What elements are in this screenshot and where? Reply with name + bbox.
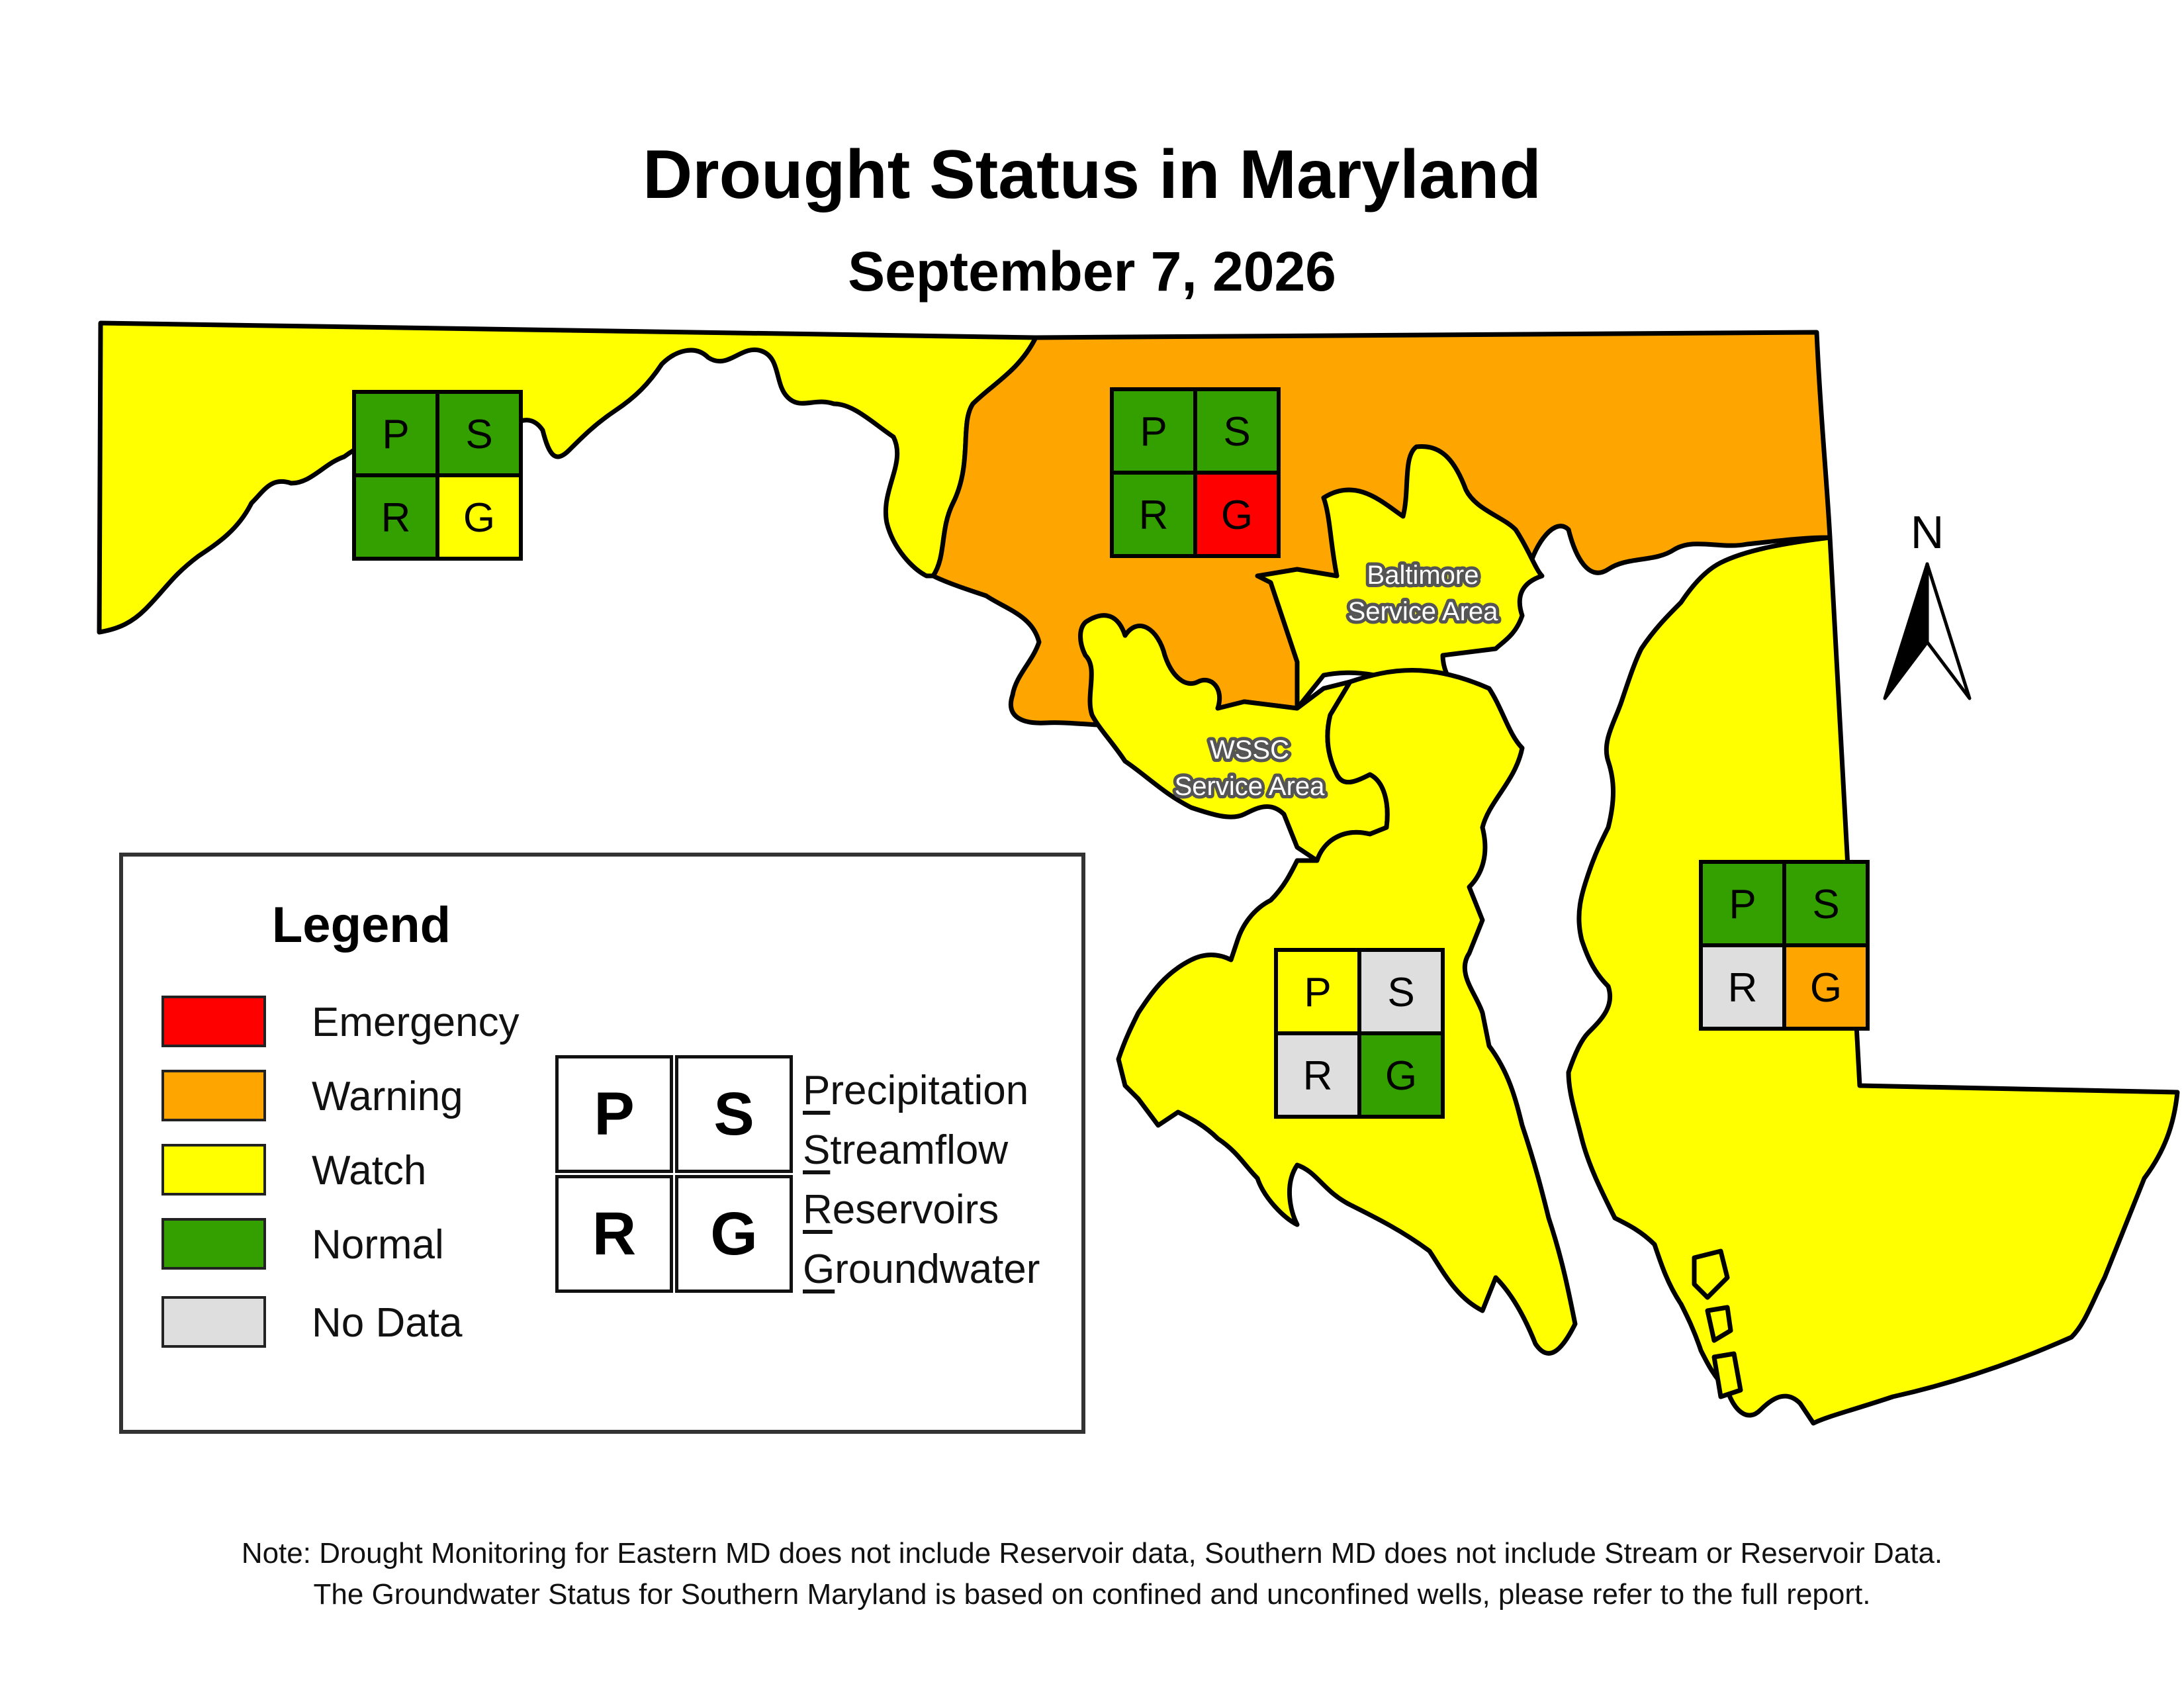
region-eastern	[1566, 535, 2180, 1426]
indicator-letter-central-g: G	[1221, 492, 1253, 538]
legend-key-precipitation: Precipitation	[803, 1067, 1028, 1114]
indicator-letter-southern-p: P	[1304, 970, 1331, 1015]
key-rest-r: eservoirs	[832, 1187, 999, 1233]
region-baltimore	[1255, 444, 1545, 718]
key-rest-p: recipitation	[830, 1068, 1029, 1113]
baltimore-label-line1: Baltimore	[1367, 561, 1479, 590]
wssc-label-line1: WSSC	[1210, 735, 1289, 765]
wssc-label-line2: Service Area	[1175, 772, 1326, 801]
indicator-box-southern: P S R G	[1274, 948, 1445, 1119]
indicator-letter-eastern-g: G	[1810, 965, 1842, 1011]
legend-key-box-r: R	[555, 1175, 673, 1293]
indicator-cell-western-g	[435, 473, 523, 561]
legend-key-reservoirs: Reservoirs	[803, 1186, 999, 1233]
north-arrow-icon	[1883, 562, 1972, 700]
indicator-letter-southern-r: R	[1303, 1053, 1333, 1099]
key-initial-s: S	[803, 1127, 831, 1173]
legend-title: Legend	[271, 897, 451, 953]
region-western	[97, 320, 1038, 635]
indicator-letter-western-s: S	[465, 412, 492, 457]
indicator-box-western: P S R G	[352, 390, 523, 561]
legend-key-box-g: G	[675, 1175, 793, 1293]
legend-label-watch: Watch	[312, 1148, 427, 1194]
indicator-letter-eastern-s: S	[1812, 882, 1839, 927]
note-line1: Note: Drought Monitoring for Eastern MD …	[241, 1537, 1943, 1570]
legend-swatch-normal	[161, 1218, 266, 1270]
legend-key-box-s: S	[675, 1055, 793, 1173]
indicator-cell-eastern-s	[1782, 860, 1870, 947]
key-initial-p: P	[803, 1068, 831, 1113]
legend-label-warning: Warning	[312, 1074, 463, 1119]
baltimore-label-line2: Service Area	[1348, 597, 1499, 626]
region-eastern-island	[1692, 1248, 1730, 1300]
indicator-cell-central-g	[1193, 471, 1281, 558]
indicator-cell-central-s	[1193, 387, 1281, 475]
indicator-cell-southern-g	[1357, 1031, 1445, 1119]
legend-swatch-emergency	[161, 996, 266, 1047]
legend-label-normal: Normal	[312, 1222, 444, 1268]
indicator-cell-eastern-p	[1699, 860, 1786, 947]
indicator-letter-central-r: R	[1139, 492, 1169, 538]
legend-swatch-no-data	[161, 1296, 266, 1348]
note-line2: The Groundwater Status for Southern Mary…	[313, 1578, 1871, 1611]
indicator-cell-eastern-g	[1782, 943, 1870, 1031]
north-label: N	[1911, 506, 1944, 558]
indicator-letter-eastern-r: R	[1728, 965, 1758, 1011]
indicator-cell-southern-r	[1274, 1031, 1361, 1119]
key-initial-r: R	[803, 1187, 833, 1233]
indicator-cell-central-r	[1110, 471, 1197, 558]
indicator-letter-southern-s: S	[1387, 970, 1414, 1015]
legend-label-no-data: No Data	[312, 1300, 463, 1346]
key-rest-g: roundwater	[835, 1246, 1040, 1292]
indicator-letter-southern-g: G	[1385, 1053, 1417, 1099]
legend-key-groundwater: Groundwater	[803, 1246, 1040, 1293]
indicator-cell-eastern-r	[1699, 943, 1786, 1031]
indicator-box-central: P S R G	[1110, 387, 1281, 558]
legend: Legend Emergency Warning Watch Normal No…	[119, 853, 1085, 1434]
region-eastern-island	[1705, 1305, 1733, 1343]
indicator-letter-central-s: S	[1223, 409, 1250, 455]
legend-label-emergency: Emergency	[312, 1000, 520, 1045]
indicator-letter-central-p: P	[1140, 409, 1167, 455]
legend-key-box-p: P	[555, 1055, 673, 1173]
indicator-letter-western-r: R	[381, 495, 411, 541]
indicator-letter-western-g: G	[463, 495, 495, 541]
map-title: Drought Status in Maryland	[643, 136, 1541, 213]
key-initial-g: G	[803, 1246, 835, 1292]
legend-swatch-warning	[161, 1070, 266, 1121]
indicator-letter-eastern-p: P	[1729, 882, 1756, 927]
indicator-letter-western-p: P	[382, 412, 409, 457]
indicator-cell-southern-s	[1357, 948, 1445, 1035]
map-date: September 7, 2026	[848, 240, 1336, 303]
region-eastern-island	[1711, 1351, 1743, 1399]
key-rest-s: treamflow	[830, 1127, 1009, 1173]
indicator-box-eastern: P S R G	[1699, 860, 1870, 1031]
legend-key-streamflow: Streamflow	[803, 1127, 1008, 1174]
legend-swatch-watch	[161, 1144, 266, 1196]
